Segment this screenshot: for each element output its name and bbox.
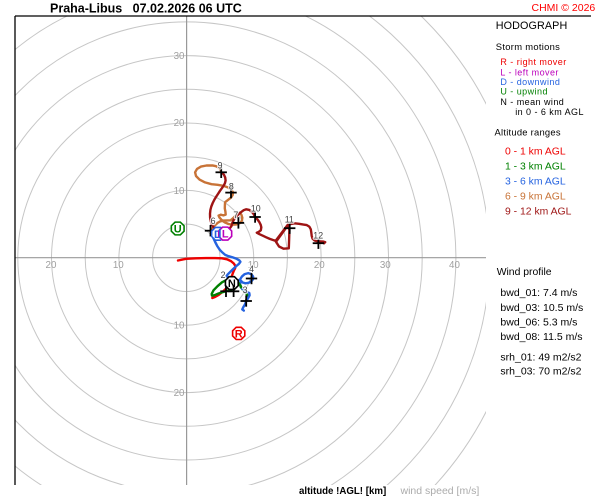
svg-text:Storm motions: Storm motions <box>496 41 560 52</box>
svg-text:CHMI © 2026: CHMI © 2026 <box>532 2 596 14</box>
svg-text:20: 20 <box>314 260 325 271</box>
svg-text:40: 40 <box>449 260 460 271</box>
svg-text:altitude !AGL! [km]: altitude !AGL! [km] <box>299 486 386 497</box>
svg-text:10: 10 <box>248 260 259 271</box>
svg-text:U: U <box>174 224 182 236</box>
svg-text:D - downwind: D - downwind <box>500 77 560 87</box>
svg-text:N - mean wind: N - mean wind <box>500 97 564 107</box>
svg-text:srh_01: 49 m2/s2: srh_01: 49 m2/s2 <box>500 351 581 363</box>
svg-text:bwd_03: 10.5 m/s: bwd_03: 10.5 m/s <box>500 302 583 314</box>
svg-text:1 - 3 km AGL: 1 - 3 km AGL <box>505 162 566 173</box>
svg-text:bwd_08: 11.5 m/s: bwd_08: 11.5 m/s <box>500 331 582 343</box>
svg-text:8: 8 <box>229 181 234 191</box>
svg-text:in 0 - 6 km AGL: in 0 - 6 km AGL <box>515 107 584 117</box>
svg-text:N: N <box>228 278 236 290</box>
svg-text:10: 10 <box>174 186 185 197</box>
svg-text:Praha-Libus 07.02.2026 06 UT: Praha-Libus 07.02.2026 06 UTC <box>50 2 242 16</box>
svg-text:9 - 12 km AGL: 9 - 12 km AGL <box>505 207 572 218</box>
svg-text:bwd_01: 7.4 m/s: bwd_01: 7.4 m/s <box>500 287 577 299</box>
svg-text:R: R <box>235 328 243 340</box>
svg-text:srh_03: 70 m2/s2: srh_03: 70 m2/s2 <box>500 365 581 377</box>
svg-text:U - upwind: U - upwind <box>500 87 548 97</box>
svg-text:9: 9 <box>218 160 223 170</box>
svg-text:10: 10 <box>113 260 124 271</box>
svg-text:6: 6 <box>211 216 216 226</box>
svg-text:10: 10 <box>251 204 261 214</box>
svg-text:0 - 1 km AGL: 0 - 1 km AGL <box>505 147 566 158</box>
svg-text:12: 12 <box>313 230 323 240</box>
svg-text:3: 3 <box>243 285 248 295</box>
svg-text:30: 30 <box>174 51 185 62</box>
svg-text:10: 10 <box>174 320 185 331</box>
svg-text:20: 20 <box>174 118 185 129</box>
svg-text:6 - 9 km AGL: 6 - 9 km AGL <box>505 192 566 203</box>
svg-text:7: 7 <box>233 210 238 220</box>
svg-text:3 - 6 km AGL: 3 - 6 km AGL <box>505 177 566 188</box>
svg-text:HODOGRAPH: HODOGRAPH <box>496 20 568 32</box>
svg-text:11: 11 <box>285 214 294 224</box>
svg-text:wind speed [m/s]: wind speed [m/s] <box>400 485 480 497</box>
svg-text:Altitude ranges: Altitude ranges <box>495 126 561 137</box>
svg-text:bwd_06: 5.3 m/s: bwd_06: 5.3 m/s <box>500 316 577 328</box>
svg-text:20: 20 <box>46 260 57 271</box>
svg-text:Wind profile: Wind profile <box>497 267 552 278</box>
svg-text:4: 4 <box>249 264 254 274</box>
svg-text:R - right mover: R - right mover <box>500 57 566 67</box>
svg-text:20: 20 <box>174 388 185 399</box>
svg-text:30: 30 <box>380 260 391 271</box>
svg-text:L: L <box>222 229 229 241</box>
svg-text:L - left mover: L - left mover <box>500 67 558 77</box>
svg-text:2: 2 <box>221 270 226 280</box>
